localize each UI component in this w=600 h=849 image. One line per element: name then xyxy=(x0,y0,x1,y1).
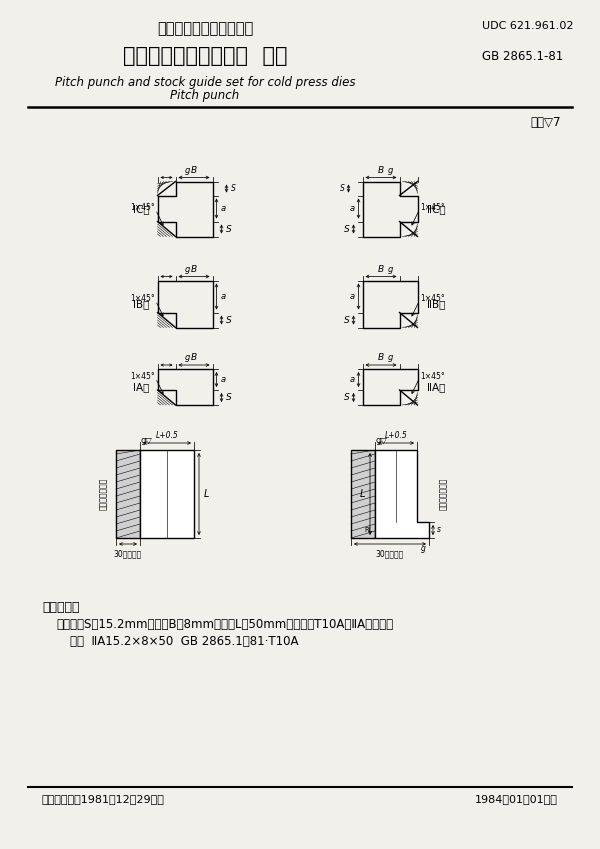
Text: L: L xyxy=(359,489,365,499)
Text: 侧刃  ⅡA15.2×8×50  GB 2865.1－81·T10A: 侧刃 ⅡA15.2×8×50 GB 2865.1－81·T10A xyxy=(70,635,299,648)
Text: IC型: IC型 xyxy=(133,204,149,214)
Text: S: S xyxy=(226,316,231,324)
Text: g: g xyxy=(421,544,425,553)
Text: 中华人民共和国国家标准: 中华人民共和国国家标准 xyxy=(157,21,253,37)
Polygon shape xyxy=(375,450,429,538)
Text: 1984－01－01实施: 1984－01－01实施 xyxy=(475,794,558,804)
Text: 1×45°: 1×45° xyxy=(421,372,445,380)
Text: S: S xyxy=(344,316,349,324)
Text: ⅡB型: ⅡB型 xyxy=(427,299,446,309)
Text: s: s xyxy=(437,526,441,535)
Text: 1×45°: 1×45° xyxy=(130,203,155,212)
Text: L+0.5: L+0.5 xyxy=(155,431,178,440)
Text: a: a xyxy=(221,292,226,301)
Text: g▽: g▽ xyxy=(140,436,152,445)
Text: g: g xyxy=(184,265,190,273)
Text: S: S xyxy=(344,224,349,233)
Text: 装配后锯开尺寸: 装配后锯开尺寸 xyxy=(99,478,108,510)
Text: a: a xyxy=(349,204,355,213)
Text: g: g xyxy=(184,166,190,175)
Text: a: a xyxy=(221,204,226,213)
Text: GB 2865.1-81: GB 2865.1-81 xyxy=(482,49,563,63)
Text: B: B xyxy=(378,353,384,362)
Text: 国家标准总局1981－12－29发布: 国家标准总局1981－12－29发布 xyxy=(42,794,165,804)
Text: S: S xyxy=(226,393,231,402)
Text: L: L xyxy=(204,489,209,499)
Text: 30（标准）: 30（标准） xyxy=(376,549,404,558)
Text: 1×45°: 1×45° xyxy=(130,294,155,303)
Text: S: S xyxy=(344,393,349,402)
Text: 1×45°: 1×45° xyxy=(130,372,155,380)
Bar xyxy=(116,450,140,538)
Text: RL: RL xyxy=(364,527,373,533)
Text: a: a xyxy=(349,292,355,301)
Text: 装配后锯开尺寸: 装配后锯开尺寸 xyxy=(439,478,448,510)
Text: ⅡC型: ⅡC型 xyxy=(427,204,446,214)
Text: IB型: IB型 xyxy=(133,299,149,309)
Text: 其余▽7: 其余▽7 xyxy=(530,115,560,128)
Text: UDC 621.961.02: UDC 621.961.02 xyxy=(482,21,574,31)
Text: Pitch punch and stock guide set for cold press dies: Pitch punch and stock guide set for cold… xyxy=(55,76,355,88)
Text: B: B xyxy=(378,265,384,273)
Bar xyxy=(140,450,194,538)
Text: 30（标准）: 30（标准） xyxy=(114,549,142,558)
Text: a: a xyxy=(221,375,226,384)
Text: g: g xyxy=(388,353,392,362)
Text: B: B xyxy=(378,166,384,175)
Text: a: a xyxy=(349,375,355,384)
Text: Pitch punch: Pitch punch xyxy=(170,88,239,102)
Text: 侧刃步距S＝15.2mm、宽度B＝8mm、高度L＝50mm、材料为T10A的ⅡA型侧刃：: 侧刃步距S＝15.2mm、宽度B＝8mm、高度L＝50mm、材料为T10A的ⅡA… xyxy=(56,618,393,631)
Text: S: S xyxy=(340,184,344,193)
Text: 1×45°: 1×45° xyxy=(421,203,445,212)
Text: B: B xyxy=(191,166,197,175)
Bar xyxy=(351,450,375,538)
Text: IA型: IA型 xyxy=(133,382,149,392)
Text: S: S xyxy=(226,224,231,233)
Text: g: g xyxy=(388,166,392,175)
Text: ⅡA型: ⅡA型 xyxy=(427,382,446,392)
Text: g: g xyxy=(184,353,190,362)
Text: g▽: g▽ xyxy=(375,436,387,445)
Text: L+0.5: L+0.5 xyxy=(385,431,407,440)
Text: 标记示例：: 标记示例： xyxy=(42,601,79,614)
Text: 1×45°: 1×45° xyxy=(421,294,445,303)
Text: g: g xyxy=(388,265,392,273)
Text: B: B xyxy=(191,353,197,362)
Text: B: B xyxy=(191,265,197,273)
Text: S: S xyxy=(230,184,235,193)
Text: 冷冲模侧刃和导料装置  侧刃: 冷冲模侧刃和导料装置 侧刃 xyxy=(123,46,287,66)
